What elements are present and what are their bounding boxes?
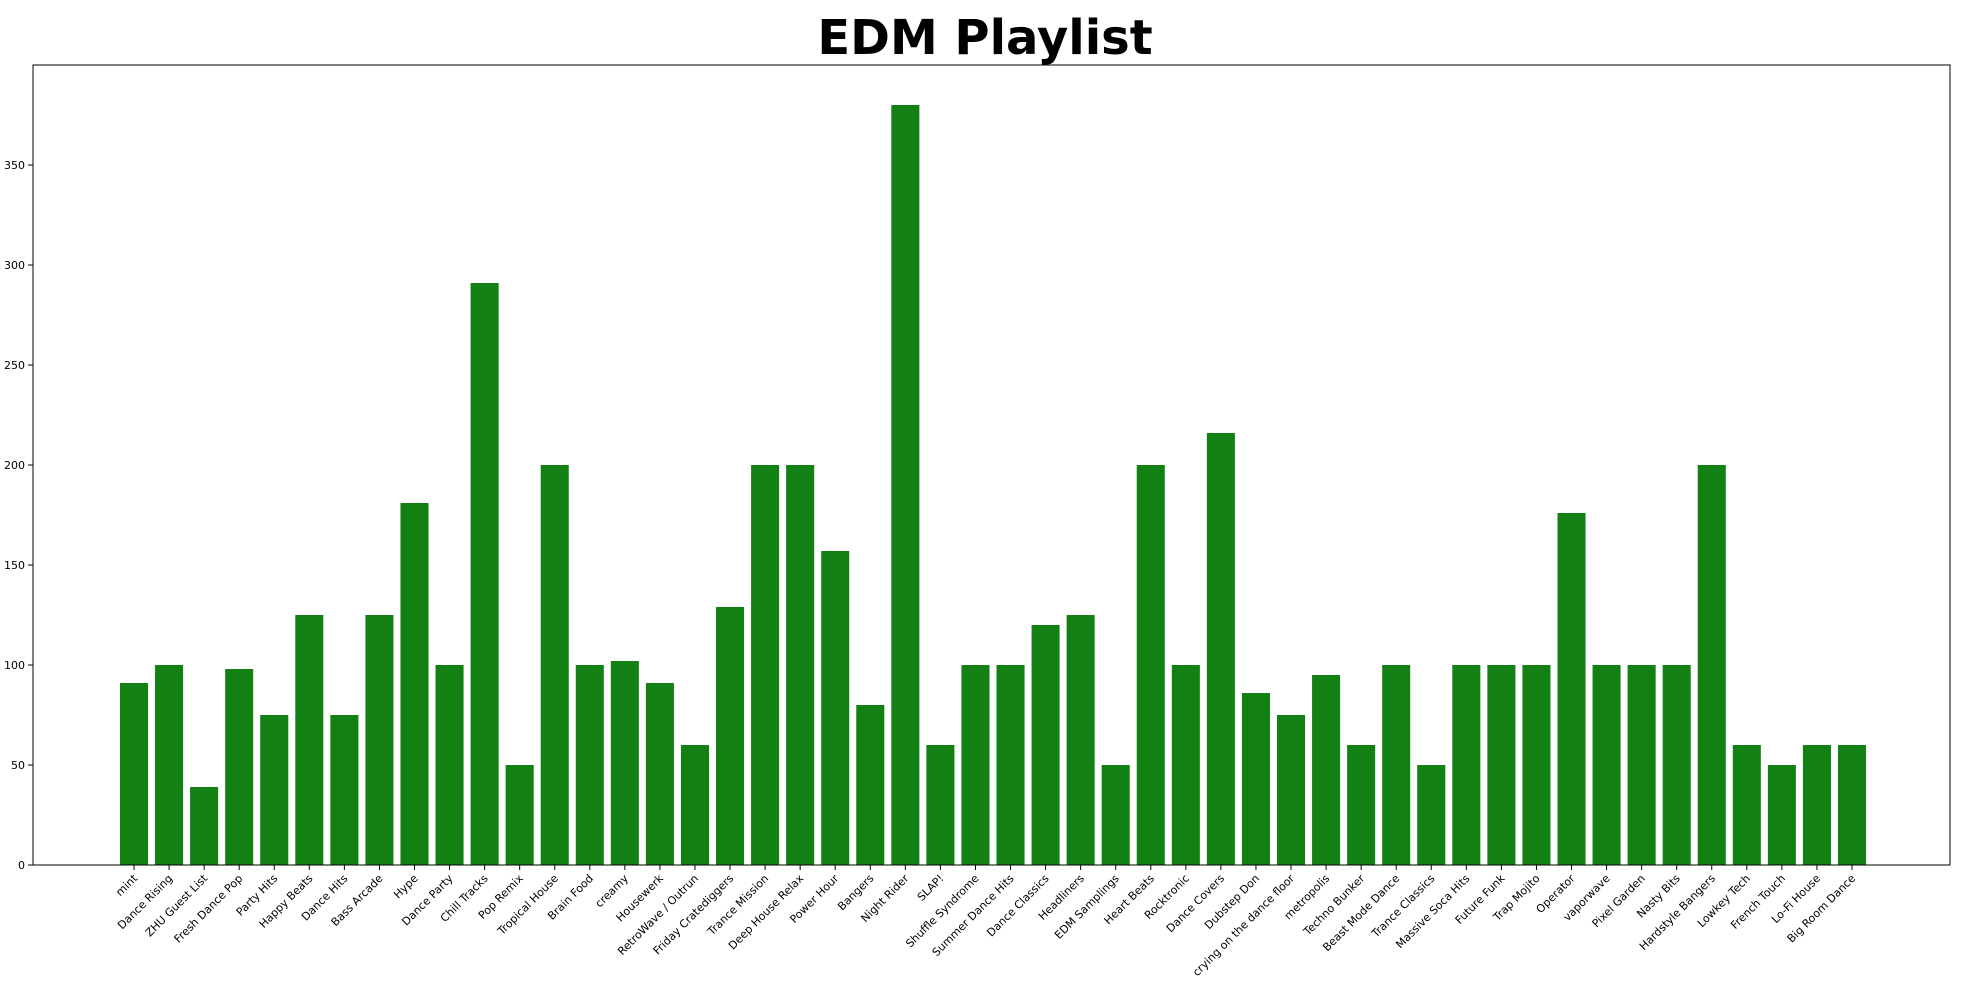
bar: [435, 665, 464, 865]
bar: [1031, 625, 1060, 865]
bar: [1557, 513, 1586, 865]
x-tick-label: Hype: [391, 872, 421, 902]
bar: [1241, 693, 1270, 865]
bar: [1206, 433, 1235, 865]
x-tick-label: Techno Bunker: [1300, 872, 1367, 939]
y-tick-label: 0: [18, 859, 25, 872]
x-tick-label: SLAP!: [915, 872, 947, 904]
bar: [400, 503, 429, 865]
bar: [1417, 765, 1446, 865]
bar: [470, 283, 499, 865]
bar: [155, 665, 184, 865]
y-tick-label: 300: [4, 259, 25, 272]
bar: [1382, 665, 1411, 865]
bar: [786, 465, 815, 865]
x-tick-label: Big Room Dance: [1785, 872, 1859, 946]
bar: [1136, 465, 1165, 865]
y-tick-label: 100: [4, 659, 25, 672]
bar: [821, 551, 850, 865]
y-tick-label: 250: [4, 359, 25, 372]
bar: [751, 465, 780, 865]
bar: [260, 715, 289, 865]
bar: [1767, 765, 1796, 865]
bar: [119, 683, 149, 865]
x-tick-label: Tropical House: [494, 872, 561, 939]
bar: [926, 745, 955, 865]
bar: [961, 665, 990, 865]
bar: [610, 661, 639, 865]
bar: [1277, 715, 1306, 865]
bar: [1592, 665, 1621, 865]
chart-title: EDM Playlist: [817, 10, 1152, 66]
y-tick-label: 350: [4, 159, 25, 172]
bar: [1101, 765, 1130, 865]
bar: [1697, 465, 1726, 865]
bar: [1066, 615, 1095, 865]
x-tick-label: mint: [113, 871, 140, 898]
x-tick-label: Trance Classics: [1368, 872, 1437, 941]
bar: [1732, 745, 1761, 865]
y-tick-label: 200: [4, 459, 25, 472]
bar: [1171, 665, 1200, 865]
y-tick-label: 150: [4, 559, 25, 572]
bar: [1487, 665, 1516, 865]
bar: [680, 745, 710, 865]
bar: [996, 665, 1025, 865]
bar: [295, 615, 324, 865]
bar: [1522, 665, 1551, 865]
bar: [1802, 745, 1831, 865]
bar: [716, 607, 745, 865]
bar: [1347, 745, 1376, 865]
bar: [1627, 665, 1656, 865]
bar: [575, 665, 604, 865]
bar: [856, 705, 885, 865]
bar: [225, 669, 254, 865]
bar: [1662, 665, 1691, 865]
bar: [190, 787, 219, 865]
bar: [1312, 675, 1341, 865]
x-tick-label: EDM Samplings: [1052, 872, 1122, 942]
x-tick-label: ZHU Guest List: [143, 871, 211, 939]
x-tick-label: Trance Mission: [704, 872, 771, 939]
plot-frame: [32, 64, 1951, 866]
bar: [1452, 665, 1481, 865]
y-tick-label: 50: [11, 759, 25, 772]
x-tick-label: Dance Classics: [984, 872, 1052, 940]
bar: [365, 615, 394, 865]
bar: [891, 105, 920, 865]
bar: [1837, 745, 1867, 865]
bar: [540, 465, 569, 865]
bars-group: [119, 105, 1867, 865]
bar: [505, 765, 534, 865]
bar: [645, 683, 674, 865]
bar: [330, 715, 359, 865]
y-axis: 0 50 100 150 200 250 300 350: [4, 159, 33, 872]
